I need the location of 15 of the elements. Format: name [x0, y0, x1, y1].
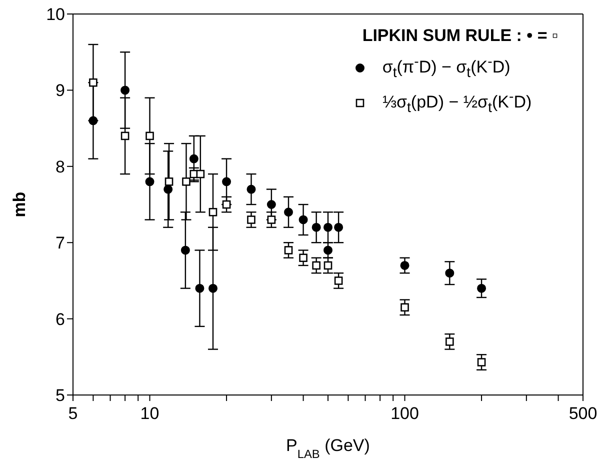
x-tick-label: 500 [568, 404, 598, 424]
y-tick-label: 5 [56, 386, 65, 406]
text: σ$_{t}$(π$^{-}$D) − σ$_{t}$(K$^{-}$D) [382, 54, 510, 82]
y-axis-title: mb [10, 192, 29, 218]
x-axis-title: P$_{LAB}$ (GeV) [286, 436, 370, 461]
y-tick-label: 10 [46, 5, 65, 24]
x-tick-label: 100 [390, 404, 419, 424]
y-tick-label: 6 [56, 310, 65, 329]
x-tick-label: 5 [68, 404, 78, 424]
y-tick-label: 7 [56, 234, 65, 253]
y-tick-label: 9 [56, 81, 65, 100]
legend-title: LIPKIN SUM RULE : • = ▫ [362, 26, 558, 46]
y-tick-label: 8 [56, 157, 65, 176]
x-tick-label: 10 [140, 404, 160, 424]
legend-label: ⅓σ$_{t}$(pD) − ½σ$_{t}$(K$^{-}$D) [382, 89, 532, 116]
